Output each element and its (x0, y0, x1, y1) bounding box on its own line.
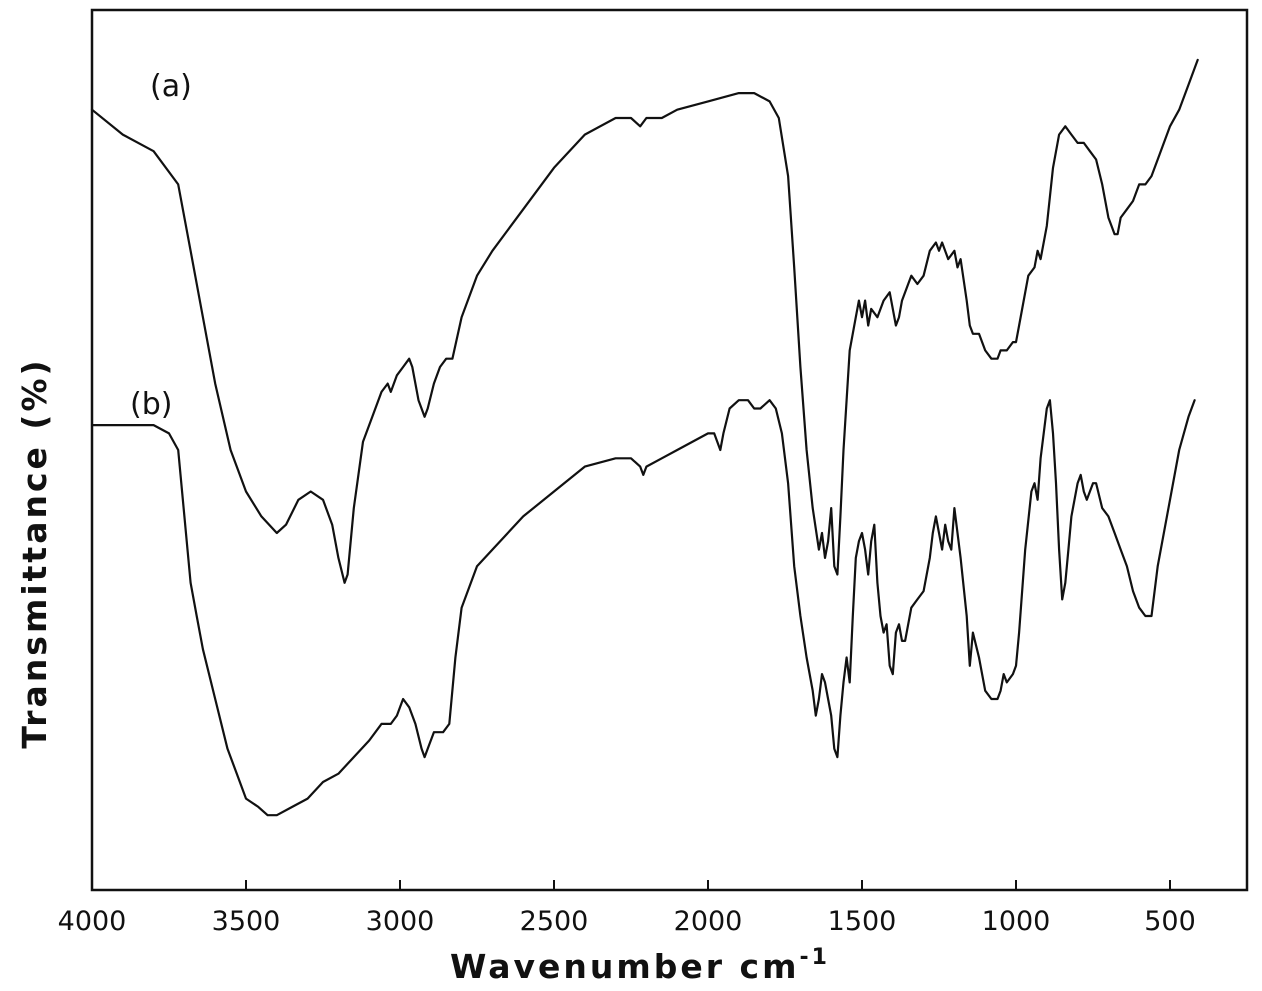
x-tick-label-2500: 2500 (520, 906, 589, 937)
plot-frame (90, 8, 1249, 892)
series-curves (90, 58, 1199, 817)
x-tick-label-500: 500 (1144, 906, 1196, 937)
x-axis-ticks (91, 880, 1171, 890)
y-axis-label: Transmittance (%) (15, 357, 54, 748)
series-label-a: (a) (150, 69, 192, 104)
series-line-a (90, 58, 1199, 584)
x-tick-label-4000: 4000 (58, 906, 127, 937)
x-tick-label-1500: 1500 (828, 906, 897, 937)
series-label-b: (b) (130, 387, 172, 422)
x-axis-label: Wavenumber cm-1 (450, 945, 830, 986)
x-tick-label-3500: 3500 (212, 906, 281, 937)
series-line-b (90, 399, 1196, 817)
x-tick-label-3000: 3000 (366, 906, 435, 937)
x-axis-label-superscript: -1 (800, 945, 830, 970)
x-axis-tick-labels: 4000 3500 3000 2500 2000 1500 1000 500 (58, 906, 1196, 937)
x-tick-label-2000: 2000 (674, 906, 743, 937)
x-tick-label-1000: 1000 (982, 906, 1051, 937)
x-axis-label-main: Wavenumber cm (450, 947, 799, 986)
